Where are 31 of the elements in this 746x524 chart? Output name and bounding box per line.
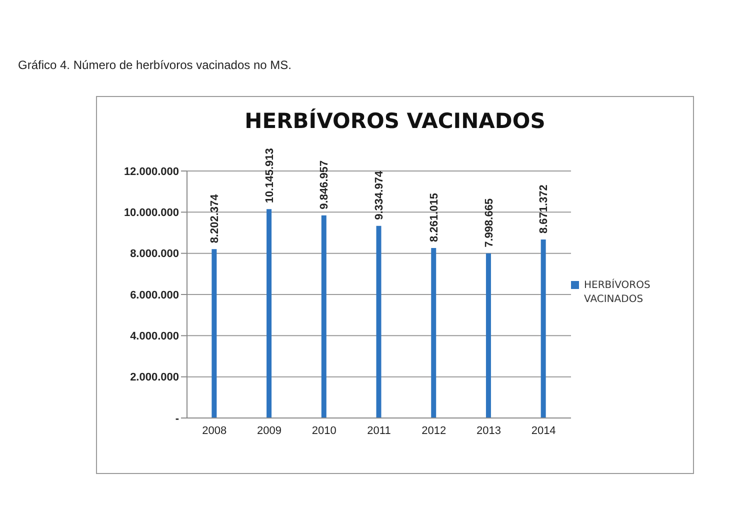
x-tick-label: 2014 (531, 424, 556, 437)
text: Gráfico 4. Número de herbívoros vacinados no MS. (18, 58, 292, 72)
bar (212, 249, 217, 418)
data-label: 7.998.665 (483, 198, 496, 248)
bar (486, 253, 491, 418)
y-tick-label: 12.000.000 (124, 166, 179, 178)
bar (431, 248, 436, 418)
y-tick-label: 8.000.000 (130, 248, 179, 260)
data-label: 8.202.374 (209, 193, 222, 244)
bar (266, 209, 272, 418)
data-label: 9.334.974 (374, 170, 386, 220)
y-tick-label: 2.000.000 (130, 372, 179, 384)
chart-title: HERBÍVOROS VACINADOS (244, 109, 546, 133)
legend-label: HERBÍVOROS VACINADOS (584, 279, 652, 307)
x-tick-label: 2010 (312, 424, 336, 437)
data-label: 8.671.372 (538, 184, 550, 234)
bar (321, 215, 326, 418)
x-tick-label: 2012 (422, 424, 446, 437)
data-label: 10.145.913 (264, 148, 276, 204)
y-tick-label: 4.000.000 (130, 330, 179, 343)
x-tick-label: 2009 (257, 424, 282, 437)
y-tick-label: 10.000.000 (124, 207, 179, 220)
y-tick-label: - (175, 412, 180, 425)
x-tick-label: 2013 (476, 424, 501, 437)
x-tick-label: 2011 (367, 424, 391, 437)
data-label: 8.261.015 (428, 193, 440, 242)
y-tick-label: 6.000.000 (130, 289, 179, 302)
data-label: 9.846.957 (318, 160, 331, 210)
x-tick-label: 2008 (202, 424, 227, 437)
bar (376, 226, 382, 418)
bar (540, 240, 546, 418)
